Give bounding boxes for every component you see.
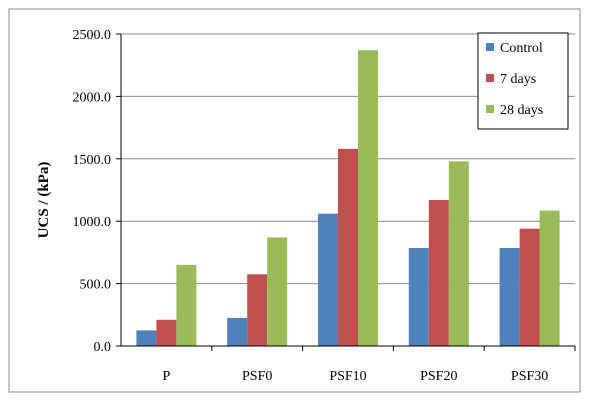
- bar-28-days: [358, 50, 378, 346]
- bars: [136, 50, 560, 346]
- bar-28-days: [448, 161, 469, 346]
- y-tick-label: 0.0: [94, 340, 112, 355]
- bar-control: [318, 213, 338, 346]
- legend-label: 7 days: [500, 72, 536, 87]
- y-tick-label: 1000.0: [73, 215, 112, 230]
- bar-control: [136, 330, 157, 346]
- y-tick-label: 500.0: [80, 278, 112, 293]
- bar-7-days: [519, 228, 540, 346]
- y-tick-label: 2500.0: [73, 28, 112, 43]
- bar-28-days: [267, 237, 288, 346]
- x-tick-label: PSF30: [511, 369, 548, 384]
- y-tick-labels: 0.0 500.0 1000.0 1500.0 2000.0 2500.0: [73, 28, 112, 355]
- bar-7-days: [156, 319, 177, 346]
- bar-7-days: [428, 199, 449, 346]
- bar-28-days: [176, 264, 197, 346]
- x-tick-label: PSF0: [242, 369, 272, 384]
- bar-control: [227, 317, 248, 346]
- x-tick-label: P: [163, 369, 171, 384]
- bar-control: [408, 248, 429, 346]
- legend: Control 7 days 28 days: [477, 32, 569, 130]
- legend-label: 28 days: [500, 103, 543, 118]
- bar-28-days: [539, 210, 560, 346]
- y-tick-label: 2000.0: [73, 90, 112, 105]
- bar-control: [499, 248, 520, 346]
- x-tick-label: PSF20: [420, 369, 457, 384]
- bar-7-days: [247, 274, 268, 346]
- legend-swatch: [486, 43, 494, 51]
- x-tick-labels: P PSF0 PSF10 PSF20 PSF30: [163, 369, 549, 384]
- legend-swatch: [486, 74, 494, 82]
- legend-label: Control: [500, 41, 543, 56]
- x-tick-label: PSF10: [329, 369, 366, 384]
- y-axis-title: UCS / (kPa): [36, 162, 52, 239]
- y-tick-label: 1500.0: [73, 153, 112, 168]
- bar-7-days: [338, 148, 358, 346]
- legend-swatch: [486, 105, 494, 113]
- axes: [120, 34, 576, 351]
